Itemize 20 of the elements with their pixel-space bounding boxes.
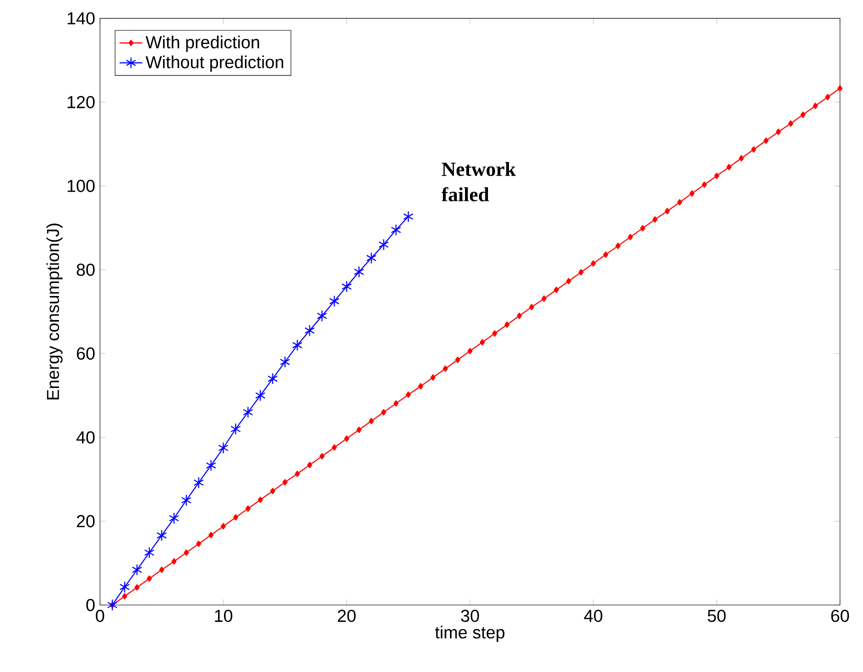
x-tick-label: 40: [584, 610, 602, 622]
x-tick-label: 50: [708, 610, 726, 622]
legend-label: Without prediction: [146, 56, 284, 72]
y-tick-label: 60: [76, 347, 95, 360]
x-tick-label: 60: [831, 610, 849, 622]
y-tick-label: 0: [86, 598, 95, 612]
x-axis-title: time step: [435, 626, 504, 642]
annotation: Network failed: [442, 162, 516, 202]
x-tick-label: 10: [215, 610, 232, 622]
y-tick-label: 140: [68, 12, 95, 24]
legend-label: With prediction: [146, 36, 260, 52]
y-tick-label: 20: [76, 515, 95, 528]
y-tick-label: 40: [76, 431, 95, 444]
y-axis-title: Energy consumption(J): [46, 224, 63, 400]
y-tick-label: 80: [76, 264, 95, 276]
x-tick-label: 20: [338, 610, 356, 622]
x-tick-label: 30: [461, 610, 479, 622]
y-tick-label: 120: [68, 96, 95, 108]
x-tick-label: 0: [96, 610, 104, 622]
y-tick-label: 100: [68, 180, 95, 192]
